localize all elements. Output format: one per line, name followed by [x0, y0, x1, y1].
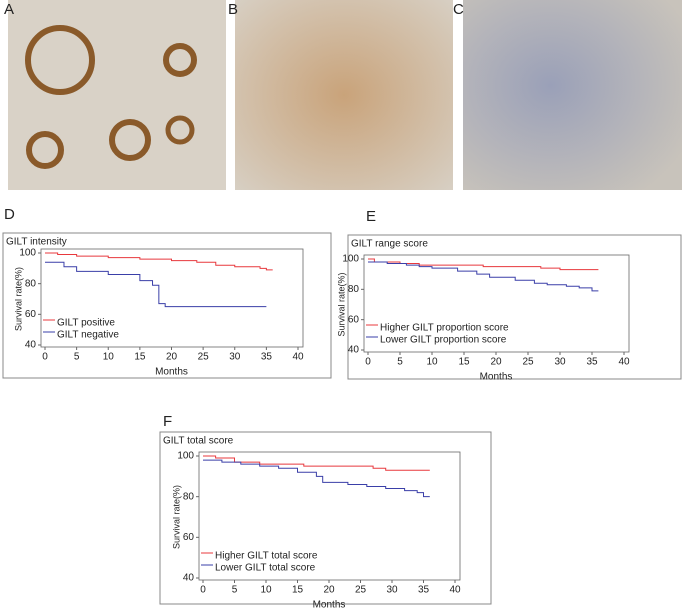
x-tick-label: 15	[458, 357, 470, 368]
photo-a	[8, 0, 226, 190]
x-tick-label: 25	[522, 357, 534, 368]
panel-label: A	[4, 1, 14, 18]
x-axis-label: Months	[480, 372, 513, 383]
chart-title: GILT intensity	[6, 237, 67, 248]
y-tick-label: 60	[348, 314, 360, 325]
x-tick-label: 35	[261, 352, 273, 363]
x-tick-label: 35	[418, 585, 430, 596]
y-tick-label: 60	[183, 532, 195, 543]
panel-box	[347, 234, 682, 380]
x-tick-label: 5	[232, 585, 238, 596]
x-tick-label: 10	[103, 352, 115, 363]
chart-title: GILT total score	[163, 436, 234, 447]
legend-label: GILT negative	[57, 330, 119, 341]
x-tick-label: 25	[355, 585, 367, 596]
x-tick-label: 20	[323, 585, 335, 596]
x-tick-label: 5	[74, 352, 80, 363]
panel-label: F	[163, 413, 172, 430]
photo-b	[235, 0, 453, 190]
chart-title: GILT range score	[351, 239, 428, 250]
y-tick-label: 80	[25, 278, 37, 289]
x-tick-label: 35	[586, 357, 598, 368]
x-tick-label: 10	[260, 585, 272, 596]
x-tick-label: 5	[397, 357, 403, 368]
y-tick-label: 40	[25, 340, 37, 351]
panel-label: D	[4, 206, 15, 223]
x-tick-label: 0	[42, 352, 48, 363]
panel-label: E	[366, 208, 376, 225]
x-tick-label: 20	[490, 357, 502, 368]
y-tick-label: 100	[19, 248, 36, 259]
y-tick-label: 100	[177, 451, 194, 462]
x-tick-label: 40	[449, 585, 461, 596]
legend-label: GILT positive	[57, 318, 115, 329]
y-axis-label: Survival rate(%)	[13, 267, 23, 331]
survival-line	[45, 261, 267, 308]
y-tick-label: 40	[348, 345, 360, 356]
survival-line	[45, 252, 273, 271]
legend-label: Lower GILT total score	[215, 563, 316, 574]
x-tick-label: 40	[292, 352, 304, 363]
y-tick-label: 80	[348, 284, 360, 295]
panel-label: C	[453, 1, 464, 18]
x-tick-label: 0	[200, 585, 206, 596]
panel-box	[2, 232, 332, 379]
legend-label: Lower GILT proportion score	[380, 335, 507, 346]
x-axis-label: Months	[313, 600, 346, 610]
x-tick-label: 40	[618, 357, 630, 368]
survival-line	[368, 261, 599, 292]
x-tick-label: 30	[554, 357, 566, 368]
x-tick-label: 20	[166, 352, 178, 363]
x-tick-label: 30	[386, 585, 398, 596]
survival-line	[203, 455, 430, 471]
x-tick-label: 0	[365, 357, 371, 368]
x-tick-label: 10	[426, 357, 438, 368]
legend-label: Higher GILT proportion score	[380, 323, 509, 334]
y-axis-label: Survival rate(%)	[171, 485, 181, 549]
panel-label: B	[228, 1, 238, 18]
photo-c	[463, 0, 682, 190]
y-tick-label: 100	[342, 254, 359, 265]
y-tick-label: 60	[25, 309, 37, 320]
legend-label: Higher GILT total score	[215, 551, 318, 562]
x-tick-label: 30	[229, 352, 241, 363]
y-tick-label: 80	[183, 491, 195, 502]
x-tick-label: 15	[292, 585, 304, 596]
survival-line	[203, 459, 430, 498]
panel-box	[159, 431, 492, 605]
y-axis-label: Survival rate(%)	[336, 272, 346, 336]
x-axis-label: Months	[155, 367, 188, 378]
x-tick-label: 25	[198, 352, 210, 363]
x-tick-label: 15	[134, 352, 146, 363]
y-tick-label: 40	[183, 573, 195, 584]
